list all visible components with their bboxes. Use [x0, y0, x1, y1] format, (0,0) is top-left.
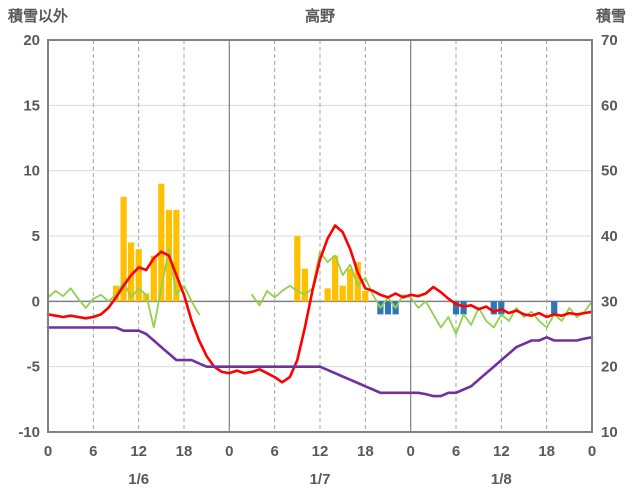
bars-blue-negative-bar: [551, 301, 558, 315]
line-green: [47, 248, 593, 335]
left-axis-tick-label: -5: [27, 359, 40, 376]
x-axis-hour-label: 18: [176, 443, 193, 460]
right-axis-tick-label: 70: [601, 32, 618, 49]
plot-border: [47, 39, 593, 433]
left-axis-tick-label: 10: [23, 163, 40, 180]
x-axis-hour-label: 18: [538, 443, 555, 460]
x-axis-hour-label: 6: [89, 443, 97, 460]
right-axis-tick-label: 30: [601, 293, 618, 310]
bars-orange-bar: [150, 255, 157, 302]
bars-orange-bar: [347, 268, 354, 302]
left-axis-tick-label: 5: [32, 228, 40, 245]
right-axis-tick-label: 20: [601, 359, 618, 376]
bars-blue-negative-bar: [384, 301, 392, 315]
left-axis-tick-label: 15: [23, 97, 40, 114]
bars-orange-bar: [332, 255, 339, 302]
bars-orange-bar: [354, 262, 361, 302]
x-axis-hour-label: 0: [44, 443, 52, 460]
x-axis-hour-label: 0: [225, 443, 233, 460]
x-axis-date-label: 1/6: [128, 471, 149, 488]
x-axis-hour-label: 12: [130, 443, 147, 460]
line-purple-snow-depth: [46, 326, 594, 398]
right-axis-tick-label: 50: [601, 163, 618, 180]
bars-orange-bar: [339, 285, 346, 302]
x-axis-hour-label: 0: [588, 443, 596, 460]
chart-title: 高野: [304, 8, 336, 25]
x-axis-hour-label: 0: [406, 443, 414, 460]
left-axis-tick-label: -10: [18, 424, 40, 441]
bars-orange-bar: [294, 236, 301, 302]
x-axis-hour-label: 6: [452, 443, 460, 460]
x-axis-hour-label: 12: [312, 443, 329, 460]
x-axis-hour-label: 18: [357, 443, 374, 460]
right-axis-tick-label: 40: [601, 228, 618, 245]
bars-orange-bar: [324, 288, 331, 302]
bars-orange-bar: [301, 268, 308, 302]
bars-blue-negative-bar: [498, 301, 505, 315]
left-axis-tick-label: 20: [23, 32, 40, 49]
x-axis-date-label: 1/7: [310, 471, 331, 488]
x-axis-hour-label: 12: [493, 443, 510, 460]
x-axis-hour-label: 6: [270, 443, 278, 460]
left-axis-title: 積雪以外: [8, 8, 69, 25]
bars-orange-bar: [173, 209, 180, 302]
right-axis-title: 積雪: [595, 8, 626, 25]
right-axis-tick-label: 60: [601, 97, 618, 114]
bars-orange-bar: [135, 249, 142, 302]
bars-orange-bar: [362, 290, 369, 302]
left-axis-tick-label: 0: [32, 293, 40, 310]
x-axis-date-label: 1/8: [491, 471, 512, 488]
bars-orange-bar: [158, 183, 165, 302]
right-axis-tick-label: 10: [601, 424, 618, 441]
bars-blue-negative-bar: [452, 301, 460, 315]
bars-blue-negative-bar: [490, 301, 497, 315]
bars-orange-bar: [120, 196, 127, 302]
line-red-temperature: [46, 224, 594, 384]
bars-orange-bar: [128, 242, 135, 302]
